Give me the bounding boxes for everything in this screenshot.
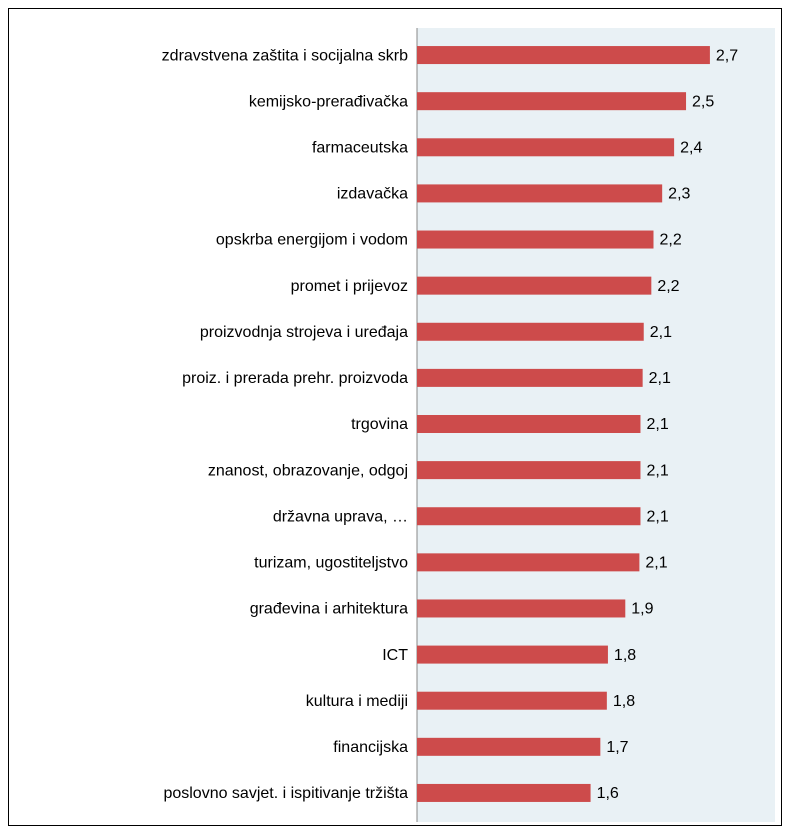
bar (417, 553, 640, 572)
bar (417, 230, 654, 249)
data-label: 2,1 (650, 324, 672, 341)
category-label: poslovno savjet. i ispitivanje tržišta (163, 785, 408, 802)
bar (417, 461, 641, 480)
category-label: ICT (382, 647, 408, 664)
bar (417, 691, 607, 710)
bar (417, 368, 643, 387)
bar (417, 599, 626, 618)
category-label: financijska (333, 739, 408, 756)
data-label: 2,1 (646, 462, 668, 479)
category-label: zdravstvena zaštita i socijalna skrb (162, 47, 408, 64)
data-label: 1,8 (613, 693, 635, 710)
bar (417, 276, 652, 295)
bar (417, 322, 644, 341)
bar (417, 184, 663, 203)
bar (417, 46, 710, 65)
category-label: trgovina (351, 416, 408, 433)
data-label: 2,4 (680, 140, 702, 157)
data-label: 2,2 (659, 232, 681, 249)
data-label: 2,1 (645, 555, 667, 572)
category-label: opskrba energijom i vodom (216, 232, 408, 249)
data-label: 1,7 (606, 739, 628, 756)
bar (417, 783, 591, 802)
bar (417, 507, 641, 526)
category-label: državna uprava, … (273, 508, 408, 525)
category-label: turizam, ugostiteljstvo (254, 555, 408, 572)
bar (417, 737, 601, 756)
bar (417, 138, 675, 157)
data-label: 2,2 (657, 278, 679, 295)
data-label: 2,1 (646, 416, 668, 433)
category-label: kultura i mediji (306, 693, 408, 710)
category-label: znanost, obrazovanje, odgoj (208, 462, 408, 479)
category-label: proiz. i prerada prehr. proizvoda (182, 370, 408, 387)
bar (417, 415, 641, 433)
category-label: farmaceutska (312, 140, 408, 157)
category-label: izdavačka (337, 186, 408, 203)
category-label: građevina i arhitektura (250, 601, 408, 618)
data-label: 2,5 (692, 93, 714, 110)
data-label: 2,3 (668, 186, 690, 203)
data-label: 1,6 (597, 785, 619, 802)
category-label: proizvodnja strojeva i uređaja (200, 324, 408, 341)
bar (417, 645, 608, 664)
data-label: 1,9 (631, 601, 653, 618)
data-label: 2,1 (649, 370, 671, 387)
bar (417, 92, 687, 111)
category-label: promet i prijevoz (291, 278, 408, 295)
category-label: kemijsko-prerađivačka (249, 93, 408, 110)
data-label: 1,8 (614, 647, 636, 664)
data-label: 2,1 (646, 508, 668, 525)
data-label: 2,7 (716, 47, 738, 64)
